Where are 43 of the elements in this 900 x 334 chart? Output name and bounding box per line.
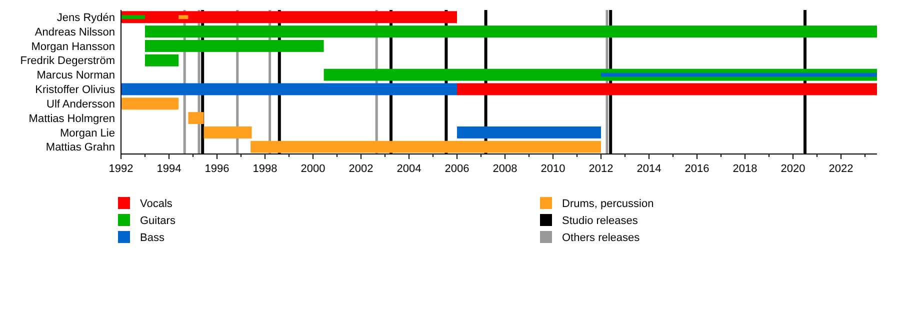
x-tick-label: 2018: [732, 163, 758, 175]
x-tick-label: 1994: [156, 163, 182, 175]
bar: [121, 11, 457, 24]
bar: [204, 126, 252, 138]
x-tick-label: 2002: [348, 163, 374, 175]
y-tick-label: Andreas Nilsson: [34, 26, 115, 38]
bar: [121, 83, 457, 96]
x-tick-label: 2012: [588, 163, 614, 175]
x-tick-label: 2014: [636, 163, 662, 175]
legend-label: Drums, percussion: [562, 198, 654, 210]
x-tick-label: 2020: [780, 163, 806, 175]
legend-label: Guitars: [140, 214, 176, 227]
y-tick-label: Morgan Lie: [60, 127, 115, 140]
y-tick-label: Mattias Grahn: [46, 142, 115, 154]
x-tick-label: 2004: [396, 163, 422, 175]
y-tick-label: Ulf Andersson: [46, 98, 115, 110]
x-tick-label: 2008: [492, 163, 518, 175]
y-tick-label: Jens Rydén: [56, 12, 115, 24]
bar: [145, 54, 179, 66]
legend-label: Bass: [140, 232, 165, 244]
x-tick-label: 1996: [204, 163, 230, 175]
x-tick-label: 2010: [540, 163, 566, 175]
bar: [250, 140, 601, 153]
x-tick-label: 2000: [300, 163, 326, 175]
y-tick-label: Morgan Hansson: [31, 40, 115, 53]
legend-label: Studio releases: [562, 214, 638, 227]
legend-label: Others releases: [562, 232, 640, 244]
x-tick-label: 2022: [828, 163, 854, 175]
y-tick-label: Marcus Norman: [36, 70, 115, 82]
bar: [121, 98, 179, 110]
y-tick-label: Mattias Holmgren: [28, 112, 115, 125]
bar: [188, 112, 204, 124]
bar: [145, 40, 324, 52]
legend-label: Vocals: [140, 198, 173, 210]
x-tick-label: 2006: [444, 163, 470, 175]
bar: [457, 126, 601, 138]
bar: [145, 26, 877, 38]
bar: [457, 83, 877, 96]
x-tick-label: 1992: [108, 163, 134, 175]
y-tick-label: Kristoffer Olivius: [35, 84, 116, 96]
x-tick-label: 1998: [252, 163, 278, 175]
x-tick-label: 2016: [684, 163, 710, 175]
y-tick-label: Fredrik Degerström: [20, 55, 115, 68]
